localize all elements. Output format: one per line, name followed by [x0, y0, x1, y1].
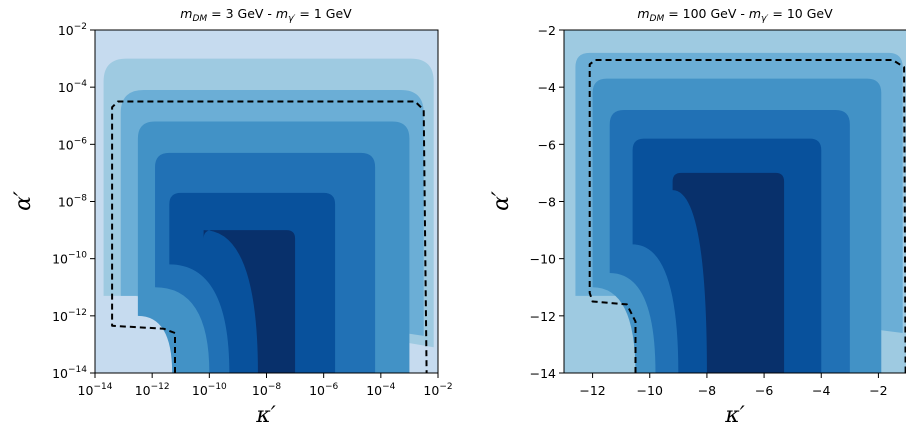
- right-y-axis-label: α′: [489, 191, 514, 211]
- y-tick-label: −6: [538, 137, 556, 152]
- y-tick-label: 10−10: [52, 251, 87, 267]
- left-panel-title: mDM = 3 GeV - mγ′ = 1 GeV: [180, 6, 352, 24]
- left-contour-area: [95, 30, 438, 373]
- x-tick-label: 10−8: [252, 382, 281, 398]
- right-contour-area: [564, 30, 906, 373]
- x-tick-label: 10−6: [309, 382, 338, 398]
- x-tick-label: −4: [812, 383, 830, 398]
- y-tick-label: 10−12: [52, 308, 87, 324]
- y-tick-label: 10−4: [58, 79, 87, 95]
- y-tick-label: −10: [530, 252, 556, 267]
- y-tick-label: 10−6: [58, 136, 87, 152]
- x-tick-label: 10−2: [423, 382, 452, 398]
- left-x-axis: 10−14 10−12 10−10 10−8 10−6 10−4 10−2: [78, 373, 453, 398]
- y-tick-label: −2: [538, 23, 556, 38]
- y-tick-label: −4: [538, 80, 556, 95]
- y-tick-label: 10−8: [58, 194, 87, 210]
- right-contour-panel: mDM = 100 GeV - mγ′ = 10 GeV −12 −10 −8 −6−…: [489, 6, 906, 428]
- right-x-axis: −12 −10 −8 −6 −4 −2: [579, 373, 888, 398]
- left-x-axis-label: κ′: [255, 403, 275, 428]
- y-tick-label: −12: [530, 309, 556, 324]
- dashed-contour-line: [111, 100, 428, 373]
- left-y-axis-label: α′: [11, 191, 36, 211]
- contour-level-6: [203, 230, 296, 373]
- contour-level-5: [672, 172, 785, 373]
- x-tick-label: −8: [698, 383, 716, 398]
- x-tick-label: −12: [579, 383, 605, 398]
- y-tick-label: 10−2: [58, 22, 87, 38]
- x-tick-label: 10−4: [366, 382, 395, 398]
- x-tick-label: −10: [637, 383, 663, 398]
- left-y-axis: 10−14 10−12 10−10 10−8 10−6 10−4 10−2: [52, 22, 95, 381]
- right-panel-title: mDM = 100 GeV - mγ′ = 10 GeV: [637, 6, 833, 24]
- right-x-axis-label: κ′: [724, 403, 744, 428]
- x-tick-label: 10−14: [78, 382, 113, 398]
- y-tick-label: −8: [538, 195, 556, 210]
- left-contour-panel: mDM = 3 GeV - mγ′ = 1 GeV 10−14 10−12 10−1…: [11, 6, 453, 428]
- y-tick-label: 10−14: [52, 365, 87, 381]
- x-tick-label: −2: [869, 383, 887, 398]
- right-y-axis: −14 −12 −10 −8 −6 −4 −2: [530, 23, 564, 381]
- x-tick-label: 10−12: [135, 382, 170, 398]
- y-tick-label: −14: [530, 366, 556, 381]
- x-tick-label: 10−10: [192, 382, 227, 398]
- dashed-contour-line: [588, 59, 906, 373]
- x-tick-label: −6: [755, 383, 773, 398]
